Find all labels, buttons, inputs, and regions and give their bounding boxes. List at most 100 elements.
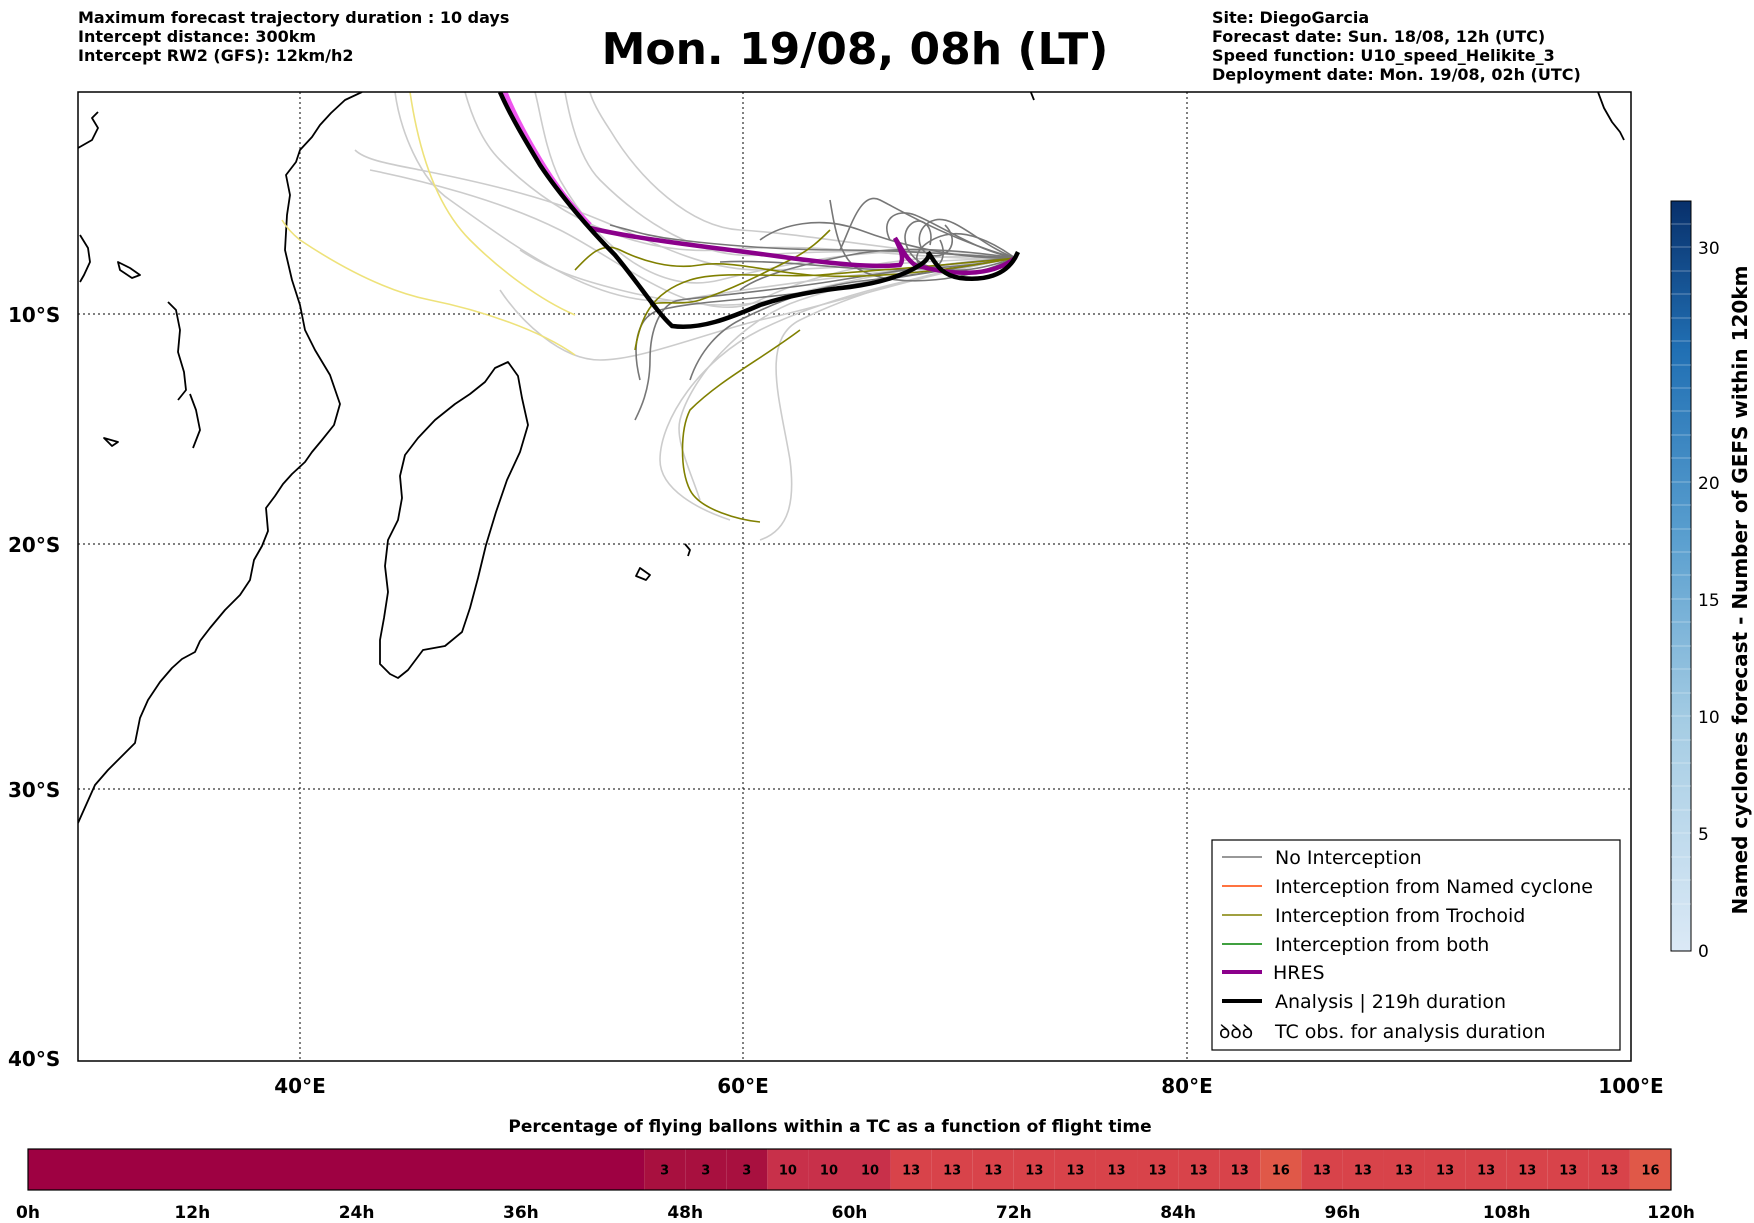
intercept-rw2-text: Intercept RW2 (GFS): 12km/h2 [78, 46, 354, 65]
legend-label: Interception from both [1275, 934, 1489, 956]
percentage-segment [1219, 1149, 1261, 1190]
lon-label-60e: 60°E [717, 1074, 769, 1098]
gulf-coast [167, 301, 187, 401]
percentage-value: 13 [1436, 1164, 1454, 1179]
legend-box [1211, 839, 1621, 1051]
percentage-segments: 3 3 3 10 10 10 13 13 13 13 13 13 13 13 13 16 13 13 13 13 13 1… [28, 1149, 1671, 1190]
percentage-value: 10 [820, 1164, 838, 1179]
percentage-value: 13 [1107, 1164, 1125, 1179]
page-title: Mon. 19/08, 08h (LT) [601, 24, 1109, 75]
percentage-segment [890, 1149, 932, 1190]
hour-label: 0h [16, 1203, 40, 1223]
percentage-value: 13 [1354, 1164, 1372, 1179]
trajectory-line [759, 257, 1016, 541]
percentage-segment [1137, 1149, 1179, 1190]
coastlines [78, 92, 1625, 824]
colorbar-tick-15: 15 [1698, 591, 1720, 611]
trajectory-line [394, 92, 1016, 302]
map-figure: No Interception Interception from Named … [8, 91, 1752, 1098]
percentage-value: 13 [1477, 1164, 1495, 1179]
colorbar-title: Named cyclones forecast - Number of GEFS… [1728, 266, 1752, 915]
trajectory-line [719, 257, 1016, 271]
trajectory-line [739, 248, 1016, 291]
trajectory-line [409, 92, 576, 316]
trajectories-yellow [281, 92, 576, 356]
forecast-date-text: Forecast date: Sun. 18/08, 12h (UTC) [1212, 27, 1546, 46]
percentage-segment [1178, 1149, 1220, 1190]
hres-track [589, 225, 1017, 276]
hour-label: 120h [1647, 1203, 1695, 1223]
africa-coastline [78, 92, 363, 824]
percentage-value: 10 [779, 1164, 797, 1179]
lat-label-10s: 10°S [8, 303, 60, 327]
hour-label: 72h [996, 1203, 1032, 1223]
colorbar-gradient [1670, 200, 1692, 952]
percentage-segment [1465, 1149, 1507, 1190]
arabia-coastline [78, 111, 99, 149]
legend-item-both: Interception from both [1222, 934, 1489, 956]
hour-label: 108h [1483, 1203, 1531, 1223]
lon-label-100e: 100°E [1598, 1074, 1663, 1098]
hour-labels: 0h 12h 24h 36h 48h 60h 72h 84h 96h 108h 120h [16, 1203, 1695, 1223]
maldives-group [1029, 92, 1625, 141]
madagascar-coastline [379, 361, 529, 679]
hour-label: 60h [832, 1203, 868, 1223]
lon-label-40e: 40°E [274, 1074, 326, 1098]
percentage-value: 10 [861, 1164, 879, 1179]
percentage-segment [1588, 1149, 1630, 1190]
percentage-value: 3 [701, 1164, 710, 1179]
legend-label: No Interception [1275, 847, 1422, 869]
tc-symbol-icon: ꝺꝺꝺ [1219, 1021, 1253, 1043]
percentage-value: 13 [1600, 1164, 1618, 1179]
percentage-segment [1342, 1149, 1384, 1190]
percentage-value: 13 [1313, 1164, 1331, 1179]
percentage-segment [1424, 1149, 1466, 1190]
trajectory-line [649, 229, 831, 306]
percentage-value: 13 [1559, 1164, 1577, 1179]
legend: No Interception Interception from Named … [1211, 839, 1621, 1051]
percentage-value: 13 [984, 1164, 1002, 1179]
percentage-segment [1629, 1149, 1671, 1190]
percentage-bar-frame [27, 1148, 1672, 1191]
legend-item-tc-obs: ꝺꝺꝺ TC obs. for analysis duration [1219, 1021, 1546, 1043]
trajectory-line [369, 169, 1016, 309]
percentage-value: 13 [1190, 1164, 1208, 1179]
colorbar-bands [1671, 223, 1691, 905]
max-duration-text: Maximum forecast trajectory duration : 1… [78, 8, 510, 27]
legend-item-analysis: Analysis | 219h duration [1222, 991, 1506, 1013]
percentage-segment [1260, 1149, 1302, 1190]
island-small-3 [684, 543, 691, 557]
percentage-value: 16 [1272, 1164, 1290, 1179]
analysis-track [497, 92, 1021, 329]
hres-track-light [502, 92, 592, 227]
hour-label: 96h [1325, 1203, 1361, 1223]
percentage-segment [726, 1149, 768, 1190]
legend-item-named-cyclone: Interception from Named cyclone [1222, 876, 1593, 898]
percentage-segment [808, 1149, 850, 1190]
analysis-trajectory [497, 92, 1021, 329]
percentage-segment [28, 1149, 645, 1190]
hour-label: 36h [503, 1203, 539, 1223]
percentage-segment [1013, 1149, 1055, 1190]
hour-label: 12h [174, 1203, 210, 1223]
trajectory-line [759, 221, 1016, 259]
legend-item-hres: HRES [1222, 962, 1325, 984]
legend-label: HRES [1273, 962, 1325, 984]
percentage-segment [644, 1149, 686, 1190]
trajectory-line [681, 329, 801, 523]
colorbar-tick-5: 5 [1698, 825, 1709, 845]
percentage-segment [1383, 1149, 1425, 1190]
trajectory-line [918, 218, 1016, 259]
colorbar: 0 5 10 15 20 30 Named cyclones forecast … [1670, 200, 1752, 962]
colorbar-tick-10: 10 [1698, 708, 1720, 728]
trajectory-line [886, 212, 1016, 259]
colorbar-tick-30: 30 [1698, 239, 1720, 259]
hour-label: 48h [667, 1203, 703, 1223]
percentage-value: 3 [742, 1164, 751, 1179]
colorbar-tick-0: 0 [1698, 942, 1709, 962]
legend-item-no-interception: No Interception [1222, 847, 1422, 869]
percentage-segment [685, 1149, 727, 1190]
legend-label: Interception from Named cyclone [1275, 876, 1593, 898]
percentage-segment [1095, 1149, 1138, 1190]
trajectories-light [354, 92, 1016, 541]
